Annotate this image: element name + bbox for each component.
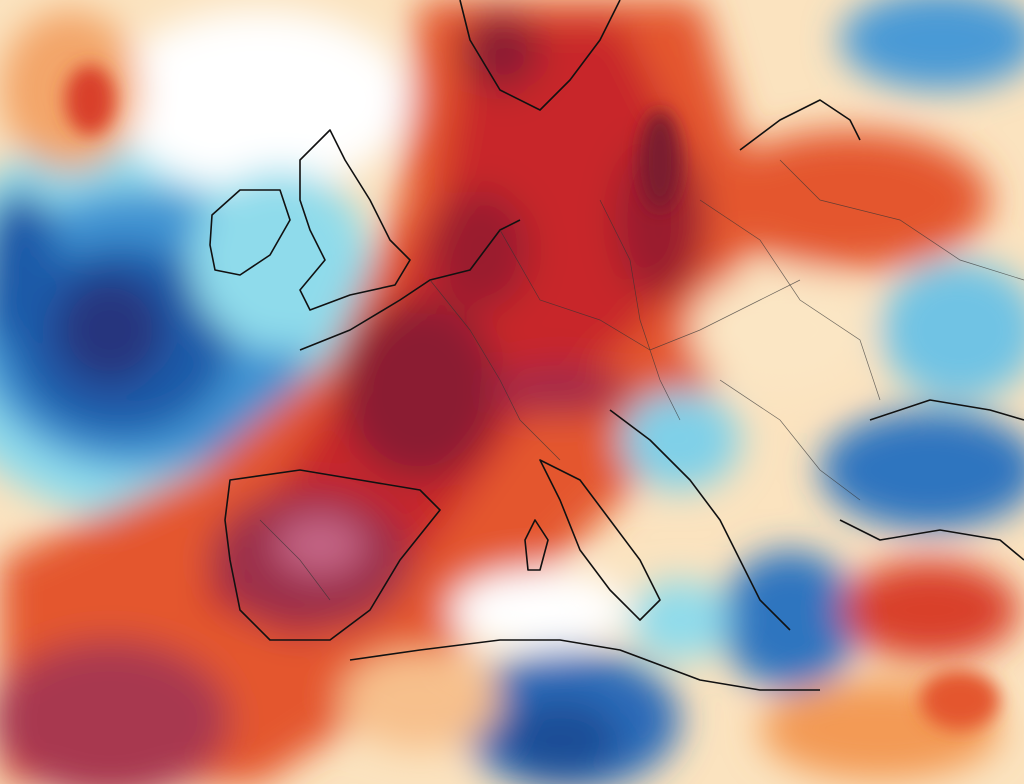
- neutral-region: [690, 270, 870, 390]
- hot-core: [430, 190, 530, 310]
- coastline: [459, 0, 621, 111]
- border: [699, 199, 881, 401]
- neutral-region: [110, 10, 410, 190]
- border: [779, 159, 1024, 281]
- coastline: [299, 129, 411, 311]
- warm-spot: [920, 670, 1000, 730]
- warm-region: [840, 560, 1020, 660]
- neutral-region: [450, 570, 630, 650]
- hot-core: [615, 140, 705, 300]
- coastline: [839, 519, 1024, 561]
- cool-region: [820, 410, 1024, 530]
- anomaly-detail: [65, 65, 1000, 730]
- cold-region: [500, 700, 620, 780]
- border: [719, 379, 861, 501]
- border: [429, 279, 561, 461]
- cool-region: [620, 390, 740, 490]
- cool-region: [190, 170, 370, 350]
- hot-core: [0, 640, 230, 784]
- cool-region: [720, 550, 860, 690]
- hot-spot: [640, 110, 680, 210]
- coastline: [349, 639, 820, 691]
- coastline: [609, 409, 791, 631]
- extreme-core: [275, 515, 365, 575]
- coastline: [739, 99, 861, 151]
- coastline: [224, 469, 441, 641]
- coastline: [539, 459, 661, 621]
- cold-region: [0, 190, 60, 350]
- cool-region: [630, 580, 730, 660]
- border: [599, 199, 681, 421]
- cool-region: [840, 0, 1024, 90]
- cool-region: [880, 260, 1024, 400]
- hot-core: [340, 300, 500, 480]
- warm-region: [710, 130, 990, 270]
- warm-spot: [65, 65, 115, 135]
- coastline: [869, 399, 1024, 421]
- hot-core: [490, 365, 630, 415]
- coastline: [209, 189, 291, 276]
- coastline: [524, 519, 549, 571]
- cold-core: [55, 275, 165, 385]
- border: [259, 519, 331, 601]
- borders: [259, 159, 1024, 601]
- hot-core: [460, 10, 540, 90]
- warm-region: [340, 650, 500, 750]
